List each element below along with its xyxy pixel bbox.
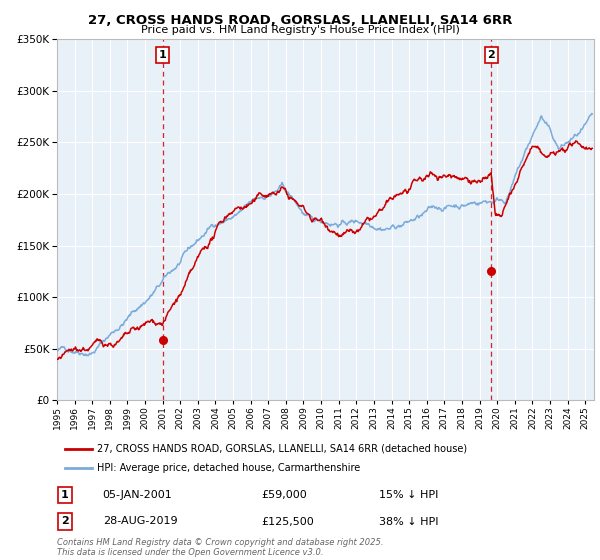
Text: 1: 1 <box>159 50 167 60</box>
Text: 27, CROSS HANDS ROAD, GORSLAS, LLANELLI, SA14 6RR (detached house): 27, CROSS HANDS ROAD, GORSLAS, LLANELLI,… <box>97 444 467 454</box>
Text: HPI: Average price, detached house, Carmarthenshire: HPI: Average price, detached house, Carm… <box>97 463 361 473</box>
Text: Contains HM Land Registry data © Crown copyright and database right 2025.
This d: Contains HM Land Registry data © Crown c… <box>57 538 383 557</box>
Text: £59,000: £59,000 <box>261 490 307 500</box>
Text: 05-JAN-2001: 05-JAN-2001 <box>103 490 172 500</box>
Text: £125,500: £125,500 <box>261 516 314 526</box>
Text: 27, CROSS HANDS ROAD, GORSLAS, LLANELLI, SA14 6RR: 27, CROSS HANDS ROAD, GORSLAS, LLANELLI,… <box>88 14 512 27</box>
Text: 28-AUG-2019: 28-AUG-2019 <box>103 516 177 526</box>
Text: 1: 1 <box>61 490 69 500</box>
Text: 2: 2 <box>61 516 69 526</box>
Text: 15% ↓ HPI: 15% ↓ HPI <box>379 490 439 500</box>
Text: Price paid vs. HM Land Registry's House Price Index (HPI): Price paid vs. HM Land Registry's House … <box>140 25 460 35</box>
Text: 2: 2 <box>487 50 495 60</box>
Text: 38% ↓ HPI: 38% ↓ HPI <box>379 516 439 526</box>
